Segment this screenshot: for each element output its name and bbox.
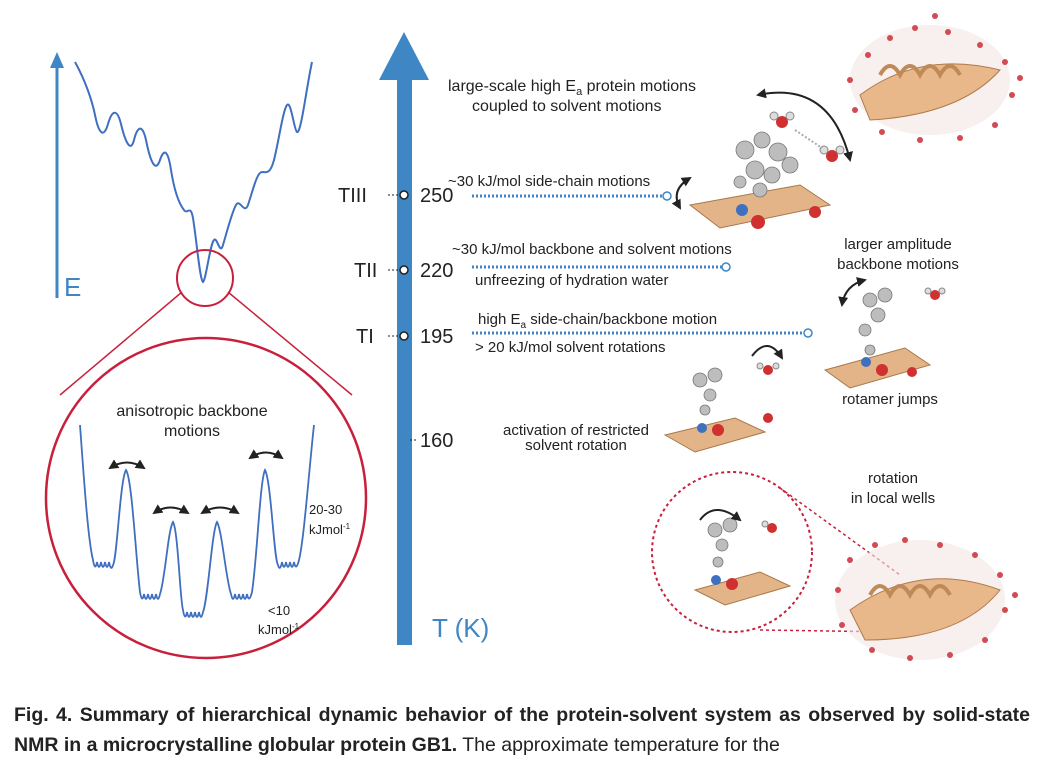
tick-tiii: TIII 250 bbox=[338, 185, 453, 207]
tick-name: TI bbox=[356, 326, 374, 348]
inset-title-line2: motions bbox=[164, 423, 220, 440]
top-label-line1: large-scale high Ea protein motions bbox=[448, 78, 696, 98]
inset-title-line1: anisotropic backbone bbox=[116, 403, 267, 420]
figure-4: E anisotropic backbone motions 20-30 kJm… bbox=[44, 13, 1023, 661]
molecule-rotamer bbox=[823, 277, 946, 389]
rotation-label-line2: in local wells bbox=[851, 490, 935, 507]
t1-label-above: high Ea side-chain/backbone motion bbox=[478, 311, 717, 331]
molecule-restricted-solvent bbox=[663, 345, 784, 453]
energy-landscape-curve bbox=[74, 61, 313, 284]
tick-160: 160 bbox=[410, 430, 453, 452]
protein-solvent-cloud-top bbox=[847, 13, 1023, 143]
larger-amplitude-line1: larger amplitude bbox=[844, 236, 952, 253]
tick-value: 160 bbox=[420, 430, 453, 452]
caption-normal: The approximate temperature for the bbox=[457, 734, 780, 756]
tick-name: TII bbox=[354, 260, 377, 282]
side-labels: larger amplitude backbone motions rotame… bbox=[837, 236, 959, 507]
t3-label: ~30 kJ/mol side-chain motions bbox=[448, 173, 650, 190]
temperature-axis: T (K) TIII 250 TII 220 TI 195 160 bbox=[338, 32, 489, 645]
caption-bold: Fig. 4. Summary of hierarchical dynamic … bbox=[14, 704, 1030, 756]
energy-axis: E bbox=[50, 52, 81, 302]
energy-axis-label: E bbox=[64, 272, 81, 302]
protein-solvent-cloud-bottom bbox=[835, 537, 1018, 661]
water-molecules-top bbox=[756, 88, 853, 162]
barrier-high-value: 20-30 bbox=[309, 502, 342, 517]
tick-ti: TI 195 bbox=[356, 326, 453, 348]
tick-name: TIII bbox=[338, 185, 367, 207]
tick-value: 220 bbox=[420, 260, 453, 282]
tick-value: 195 bbox=[420, 326, 453, 348]
temperature-axis-label: T (K) bbox=[432, 613, 489, 643]
barrier-low-value: <10 bbox=[268, 603, 290, 618]
barrier-low-unit: kJmol-1 bbox=[258, 622, 300, 637]
tick-value: 250 bbox=[420, 185, 453, 207]
rotamer-jumps-label: rotamer jumps bbox=[842, 391, 938, 408]
low-label-line1: activation of restricted bbox=[503, 422, 649, 439]
inset-circle: anisotropic backbone motions 20-30 kJmol… bbox=[44, 336, 368, 660]
rotation-label-line1: rotation bbox=[868, 470, 918, 487]
t2-label-above: ~30 kJ/mol backbone and solvent motions bbox=[452, 241, 732, 258]
zoom-indicator bbox=[59, 249, 353, 396]
top-label-line2: coupled to solvent motions bbox=[472, 98, 661, 115]
t1-label-below: > 20 kJ/mol solvent rotations bbox=[475, 339, 666, 356]
transition-labels: large-scale high Ea protein motions coup… bbox=[448, 78, 813, 454]
figure-caption: Fig. 4. Summary of hierarchical dynamic … bbox=[14, 700, 1030, 760]
tick-tii: TII 220 bbox=[354, 260, 453, 282]
larger-amplitude-line2: backbone motions bbox=[837, 256, 959, 273]
t2-label-below: unfreezing of hydration water bbox=[475, 272, 668, 289]
motion-arrows bbox=[108, 449, 284, 515]
inset-energy-well-curve bbox=[79, 424, 315, 618]
barrier-high-unit: kJmol-1 bbox=[309, 522, 351, 537]
low-label-line2: solvent rotation bbox=[525, 437, 627, 454]
molecule-sidechain-top bbox=[671, 131, 832, 229]
